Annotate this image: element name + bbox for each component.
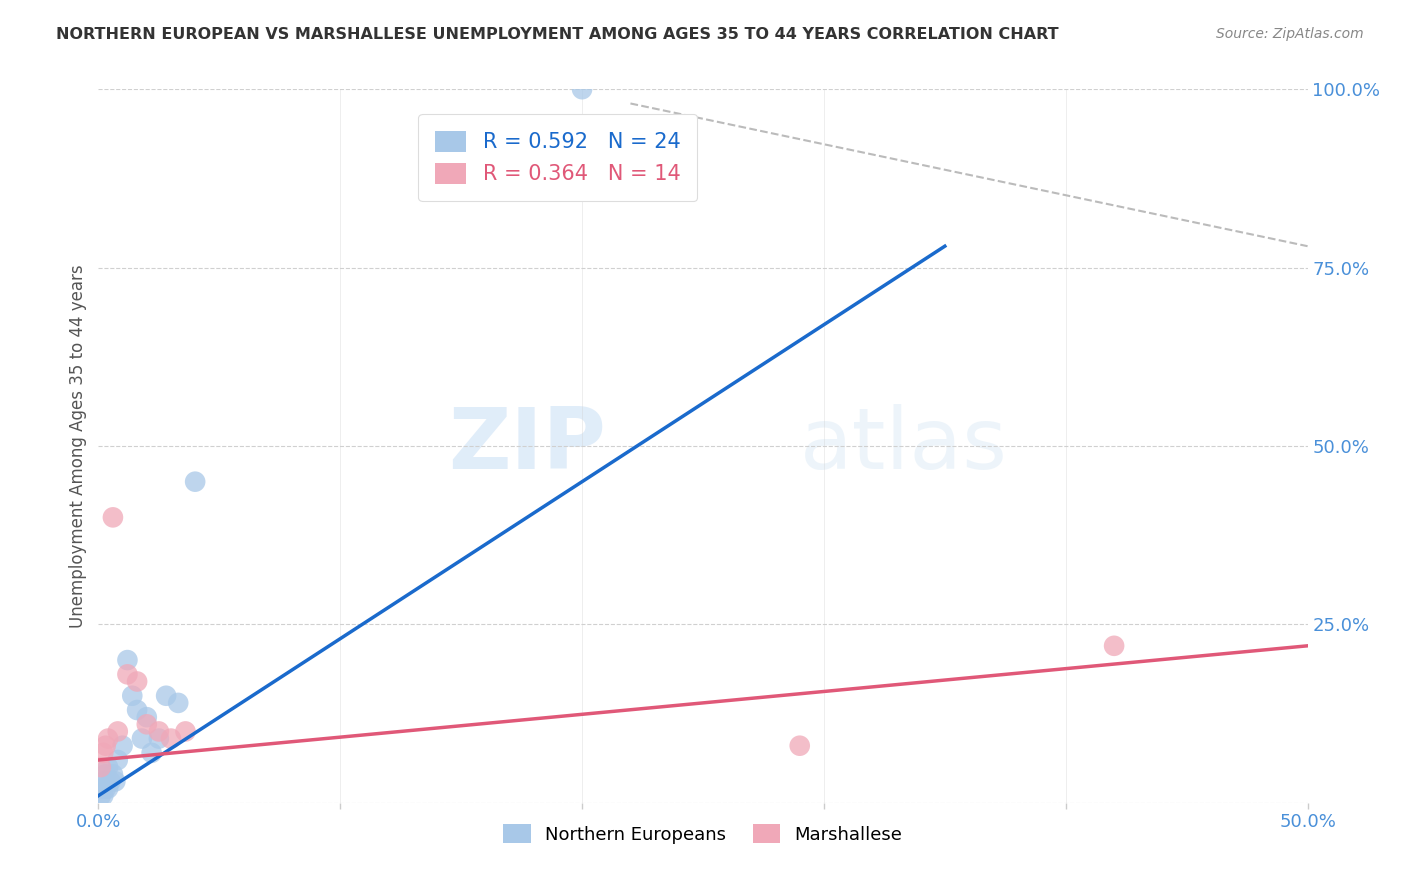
Point xyxy=(97,731,120,746)
Text: NORTHERN EUROPEAN VS MARSHALLESE UNEMPLOYMENT AMONG AGES 35 TO 44 YEARS CORRELAT: NORTHERN EUROPEAN VS MARSHALLESE UNEMPLO… xyxy=(56,27,1059,42)
Point xyxy=(91,746,114,760)
Point xyxy=(97,760,120,774)
Legend: Northern Europeans, Marshallese: Northern Europeans, Marshallese xyxy=(496,817,910,851)
Point xyxy=(789,739,811,753)
Point xyxy=(135,710,157,724)
Point xyxy=(101,767,124,781)
Point xyxy=(101,510,124,524)
Point xyxy=(127,674,149,689)
Point xyxy=(167,696,190,710)
Point xyxy=(94,739,117,753)
Text: Source: ZipAtlas.com: Source: ZipAtlas.com xyxy=(1216,27,1364,41)
Point xyxy=(184,475,207,489)
Point xyxy=(148,731,170,746)
Text: ZIP: ZIP xyxy=(449,404,606,488)
Point xyxy=(135,717,157,731)
Point xyxy=(155,689,177,703)
Point xyxy=(111,739,134,753)
Point xyxy=(94,781,117,796)
Point xyxy=(107,753,129,767)
Point xyxy=(91,774,114,789)
Point xyxy=(174,724,197,739)
Point xyxy=(127,703,149,717)
Point xyxy=(90,789,112,803)
Point xyxy=(117,667,139,681)
Point xyxy=(121,689,143,703)
Point xyxy=(160,731,183,746)
Y-axis label: Unemployment Among Ages 35 to 44 years: Unemployment Among Ages 35 to 44 years xyxy=(69,264,87,628)
Point xyxy=(104,774,127,789)
Point xyxy=(97,781,120,796)
Point xyxy=(90,760,112,774)
Point xyxy=(100,774,122,789)
Point xyxy=(148,724,170,739)
Text: atlas: atlas xyxy=(800,404,1008,488)
Point xyxy=(91,789,114,803)
Point xyxy=(131,731,153,746)
Point xyxy=(107,724,129,739)
Point xyxy=(141,746,163,760)
Point xyxy=(94,767,117,781)
Point xyxy=(90,781,112,796)
Point xyxy=(1102,639,1125,653)
Point xyxy=(117,653,139,667)
Point xyxy=(571,82,593,96)
